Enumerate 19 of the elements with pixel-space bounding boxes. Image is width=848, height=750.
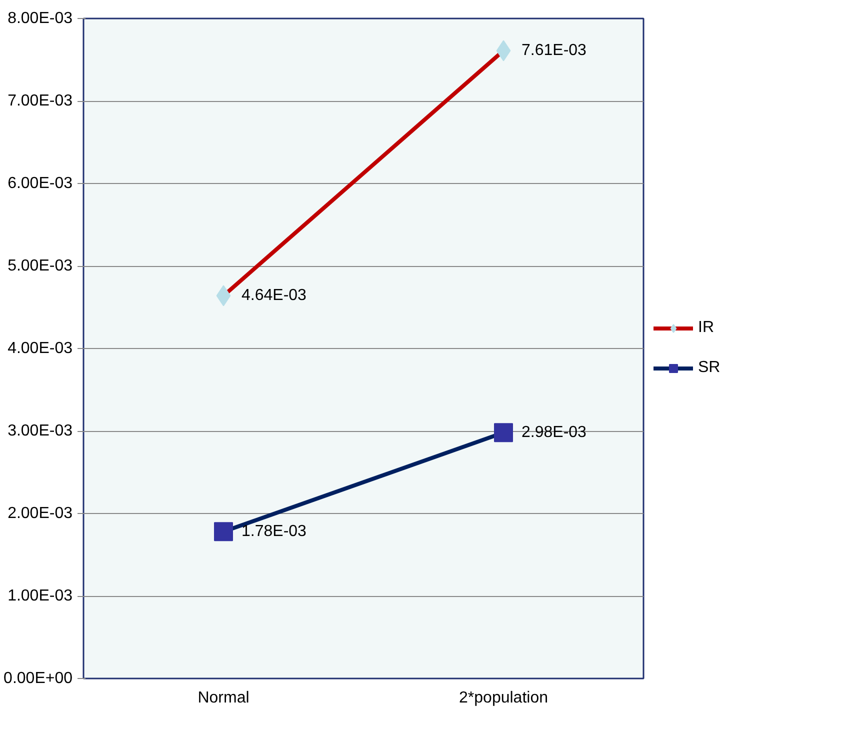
y-tick-label: 6.00E-03 xyxy=(8,175,73,192)
y-tick-label: 3.00E-03 xyxy=(8,422,73,440)
data-label: 2.98E-03 xyxy=(522,424,587,442)
data-label: 4.64E-03 xyxy=(242,287,307,304)
point xyxy=(214,522,233,542)
y-tick-label: 7.00E-03 xyxy=(8,92,73,110)
legend-label: IR xyxy=(698,319,715,337)
y-tick-label: 0.00E+00 xyxy=(4,670,73,687)
y-tick-label: 4.00E-03 xyxy=(8,340,73,357)
x-tick-label: Normal xyxy=(198,690,250,706)
legend-label: SR xyxy=(698,359,720,377)
y-tick-label: 1.00E-03 xyxy=(8,588,73,604)
y-tick-label: 5.00E-03 xyxy=(8,258,73,274)
y-tick-label: 2.00E-03 xyxy=(8,505,73,522)
data-label: 1.78E-03 xyxy=(242,523,307,540)
data-label: 7.61E-03 xyxy=(522,42,587,60)
point xyxy=(494,423,513,442)
x-tick-label: 2*population xyxy=(459,690,548,706)
y-tick-label: 8.00E-03 xyxy=(8,10,73,27)
